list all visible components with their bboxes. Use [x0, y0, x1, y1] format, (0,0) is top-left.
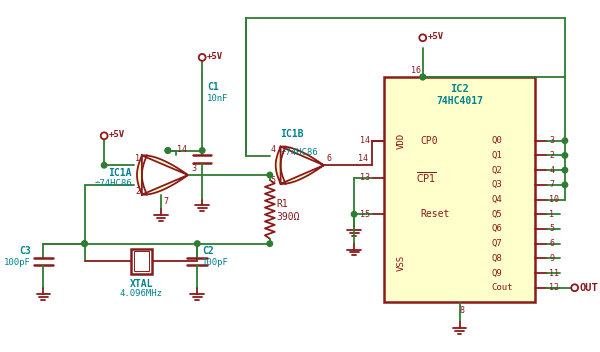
Text: 10nF: 10nF [207, 94, 229, 103]
Circle shape [101, 132, 107, 139]
Text: 1: 1 [135, 154, 140, 163]
Text: 7: 7 [549, 180, 554, 189]
Polygon shape [137, 155, 188, 195]
Text: 2: 2 [135, 187, 140, 196]
Text: R1: R1 [277, 200, 289, 209]
Text: 9: 9 [549, 254, 554, 263]
Text: IC1B: IC1B [281, 129, 304, 139]
Text: C3: C3 [19, 246, 31, 257]
Text: Cout: Cout [491, 283, 513, 292]
Text: Q8: Q8 [491, 254, 502, 263]
Text: 4.096MHz: 4.096MHz [120, 289, 163, 298]
Circle shape [419, 34, 426, 41]
Circle shape [420, 74, 425, 80]
Text: Q5: Q5 [491, 210, 502, 219]
Circle shape [194, 241, 200, 246]
Circle shape [199, 54, 206, 61]
Text: IC1A: IC1A [109, 168, 132, 178]
Text: $\overline{\mathrm{CP1}}$: $\overline{\mathrm{CP1}}$ [416, 171, 437, 186]
Circle shape [82, 241, 87, 246]
Text: 14: 14 [176, 145, 187, 155]
Text: Q0: Q0 [491, 136, 502, 145]
Text: 3: 3 [549, 136, 554, 145]
Text: 5: 5 [549, 225, 554, 233]
Text: Reset: Reset [421, 209, 450, 219]
Text: 14: 14 [360, 136, 370, 145]
Text: VDD: VDD [397, 133, 406, 149]
Text: 7: 7 [163, 196, 168, 206]
Text: Q7: Q7 [491, 239, 502, 248]
Text: 8: 8 [460, 306, 464, 315]
Circle shape [420, 74, 425, 80]
Bar [383, 77, 535, 302]
Text: IC2: IC2 [450, 84, 469, 94]
Text: 1: 1 [549, 210, 554, 219]
Circle shape [267, 241, 272, 246]
Bar [134, 251, 149, 271]
Text: XTAL: XTAL [130, 279, 153, 289]
Circle shape [571, 284, 578, 291]
Text: Q4: Q4 [491, 195, 502, 204]
Circle shape [165, 148, 170, 153]
Text: 10: 10 [549, 195, 559, 204]
Text: 100pF: 100pF [202, 258, 229, 267]
Text: Q9: Q9 [491, 269, 502, 277]
Text: C1: C1 [207, 82, 219, 92]
Circle shape [199, 148, 205, 153]
Text: VSS: VSS [397, 255, 406, 271]
Text: +5V: +5V [428, 32, 444, 41]
Text: 4: 4 [549, 166, 554, 175]
Text: Q1: Q1 [491, 151, 502, 160]
Circle shape [101, 163, 107, 168]
Text: +5V: +5V [109, 130, 125, 139]
Text: 4: 4 [271, 145, 276, 154]
Text: Q2: Q2 [491, 166, 502, 175]
Circle shape [562, 167, 568, 173]
Text: 16: 16 [411, 66, 421, 75]
Text: 11: 11 [549, 269, 559, 277]
Text: OUT: OUT [580, 283, 598, 293]
Text: +5V: +5V [207, 52, 223, 61]
Text: 13: 13 [360, 174, 370, 182]
Text: Q6: Q6 [491, 225, 502, 233]
Circle shape [165, 148, 170, 153]
Text: 390Ω: 390Ω [277, 212, 300, 222]
Text: 2: 2 [549, 151, 554, 160]
Text: 6: 6 [549, 239, 554, 248]
Text: ÷74HC86: ÷74HC86 [281, 147, 318, 157]
Text: 5: 5 [271, 176, 276, 184]
Text: 3: 3 [191, 164, 196, 173]
Polygon shape [276, 146, 324, 184]
Text: ÷74HC86: ÷74HC86 [94, 179, 132, 188]
Text: 74HC4017: 74HC4017 [436, 95, 483, 106]
Circle shape [562, 153, 568, 158]
Circle shape [267, 172, 272, 178]
Circle shape [562, 182, 568, 188]
Text: 14: 14 [358, 154, 368, 163]
Text: 12: 12 [549, 283, 559, 292]
Circle shape [352, 212, 357, 217]
Bar [131, 249, 152, 274]
Text: 100pF: 100pF [4, 258, 31, 267]
Text: CP0: CP0 [421, 136, 439, 146]
Circle shape [82, 241, 87, 246]
Text: 6: 6 [326, 154, 332, 163]
Text: 15: 15 [360, 210, 370, 219]
Text: Q3: Q3 [491, 180, 502, 189]
Circle shape [562, 138, 568, 144]
Text: C2: C2 [202, 246, 214, 257]
